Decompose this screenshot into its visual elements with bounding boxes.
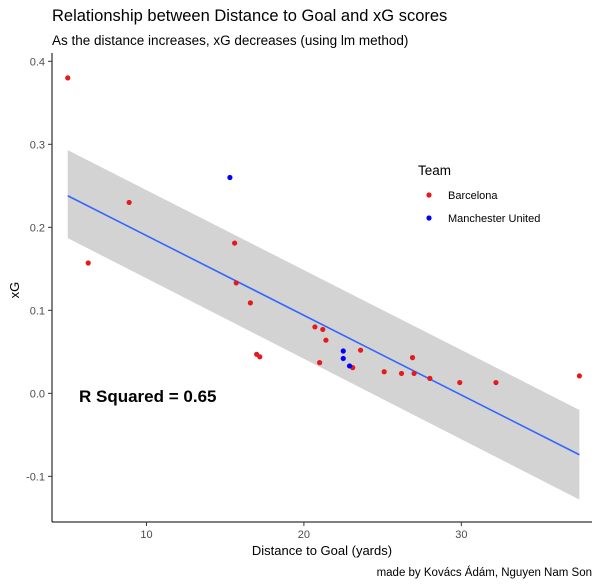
y-tick-label: 0.0 — [30, 388, 45, 400]
legend-title: Team — [418, 163, 451, 178]
data-point-barcelona — [232, 240, 238, 246]
data-point-barcelona — [247, 300, 253, 306]
data-point-barcelona — [233, 280, 239, 286]
y-tick-label: 0.2 — [30, 222, 45, 234]
data-point-manchester-united — [340, 355, 346, 362]
data-point-barcelona — [411, 370, 417, 377]
x-tick-label: 20 — [298, 529, 310, 541]
data-point-barcelona — [576, 373, 583, 379]
y-tick-label: 0.3 — [30, 139, 45, 151]
data-point-barcelona — [257, 354, 263, 360]
data-point-manchester-united — [340, 348, 346, 354]
y-tick-label: 0.1 — [30, 305, 45, 317]
data-point-barcelona — [357, 347, 364, 353]
regression-line — [67, 195, 580, 456]
data-point-barcelona — [320, 326, 326, 333]
r-squared-annotation: R Squared = 0.65 — [79, 387, 216, 406]
y-tick-label: -0.1 — [26, 471, 45, 483]
data-point-manchester-united — [227, 174, 233, 181]
data-point-barcelona — [85, 260, 91, 266]
data-point-barcelona — [409, 355, 416, 361]
data-point-manchester-united — [346, 363, 353, 369]
chart-subtitle: As the distance increases, xG decreases … — [52, 33, 409, 48]
legend-label-barcelona: Barcelona — [448, 190, 498, 202]
data-point-barcelona — [65, 75, 71, 81]
chart-title: Relationship between Distance to Goal an… — [52, 7, 448, 25]
data-point-barcelona — [126, 199, 132, 206]
data-point-barcelona — [493, 379, 499, 386]
x-tick-label: 30 — [455, 529, 467, 541]
data-point-barcelona — [398, 370, 405, 377]
y-axis-title: xG — [7, 282, 22, 299]
chart-caption: made by Kovács Ádám, Nguyen Nam Son — [376, 567, 592, 579]
data-point-barcelona — [381, 369, 387, 375]
x-axis-title: Distance to Goal (yards) — [252, 543, 392, 558]
legend-key-manchester-united — [426, 215, 432, 221]
data-point-barcelona — [317, 360, 323, 366]
data-point-barcelona — [312, 324, 318, 330]
legend-key-barcelona — [426, 192, 432, 198]
y-tick-label: 0.4 — [30, 56, 45, 68]
data-point-barcelona — [323, 337, 329, 343]
legend-label-manchester-united: Manchester United — [448, 213, 540, 225]
data-point-barcelona — [427, 375, 433, 381]
legend: Team Barcelona Manchester United — [418, 163, 540, 225]
data-point-barcelona — [457, 379, 463, 386]
x-tick-label: 10 — [140, 529, 152, 541]
